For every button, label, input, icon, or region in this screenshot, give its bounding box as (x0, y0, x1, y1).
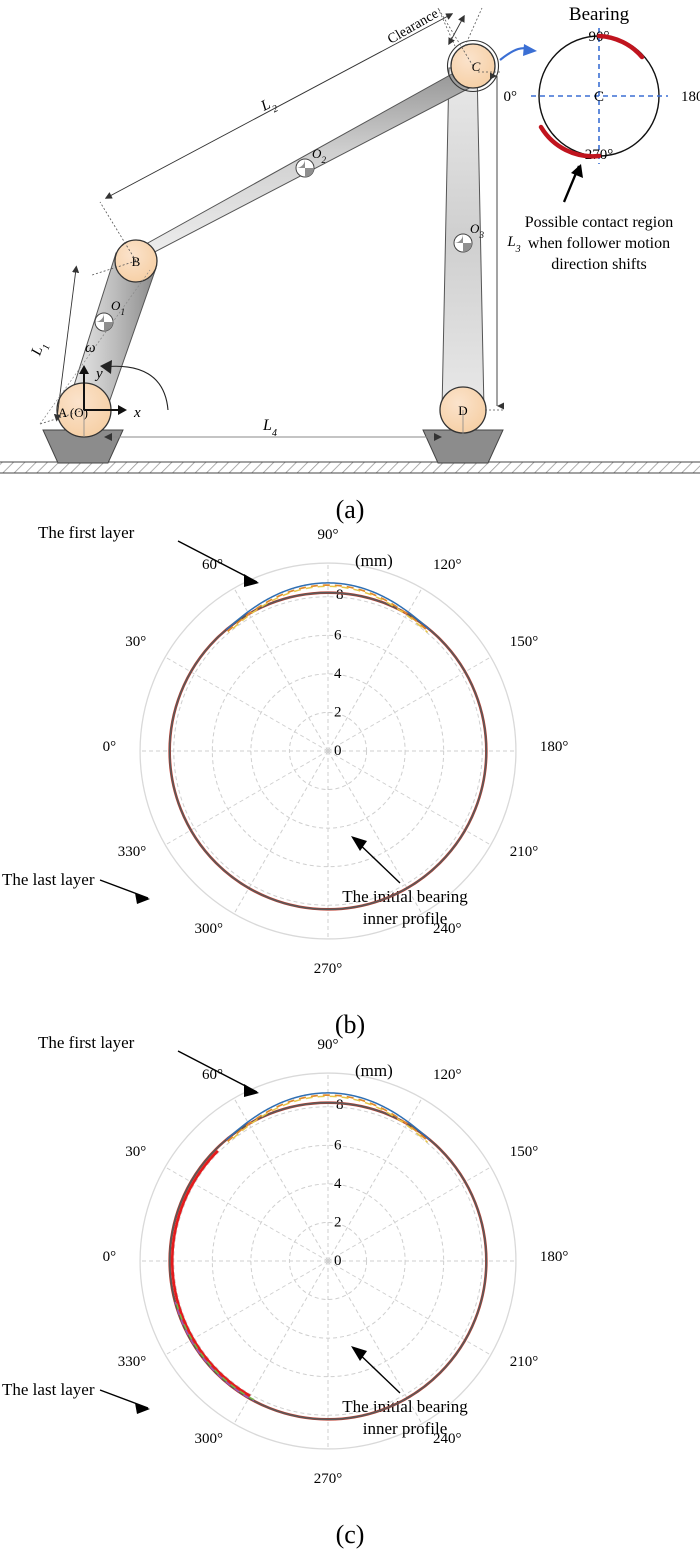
svg-text:Possible contact region: Possible contact region (525, 214, 673, 231)
svg-text:when follower motion: when follower motion (528, 235, 670, 252)
svg-text:180°: 180° (540, 739, 569, 755)
svg-text:The last layer: The last layer (2, 1380, 95, 1399)
svg-text:300°: 300° (195, 1431, 224, 1447)
svg-text:90°: 90° (318, 527, 339, 543)
svg-text:0°: 0° (103, 739, 117, 755)
svg-text:6: 6 (334, 627, 342, 643)
svg-text:120°: 120° (433, 557, 462, 573)
svg-text:120°: 120° (433, 1067, 462, 1083)
svg-text:Clearance: Clearance (385, 6, 441, 47)
svg-text:0: 0 (334, 743, 342, 759)
svg-text:30°: 30° (125, 1144, 146, 1160)
svg-text:8: 8 (336, 1097, 344, 1113)
svg-text:2: 2 (334, 1214, 342, 1230)
svg-text:2: 2 (334, 704, 342, 720)
svg-text:The first layer: The first layer (38, 523, 135, 542)
svg-text:inner profile: inner profile (363, 1419, 448, 1438)
svg-text:150°: 150° (510, 1144, 539, 1160)
svg-text:150°: 150° (510, 634, 539, 650)
svg-text:330°: 330° (118, 1354, 147, 1370)
svg-text:210°: 210° (510, 844, 539, 860)
svg-text:(mm): (mm) (355, 551, 393, 570)
svg-text:90°: 90° (318, 1037, 339, 1053)
svg-text:x: x (133, 405, 141, 421)
svg-text:L3: L3 (506, 234, 520, 255)
svg-text:C: C (594, 89, 604, 105)
svg-text:210°: 210° (510, 1354, 539, 1370)
svg-text:L1: L1 (28, 340, 52, 360)
svg-text:180°: 180° (540, 1249, 569, 1265)
svg-text:y: y (94, 366, 103, 382)
svg-text:L4: L4 (262, 417, 277, 439)
svg-text:8: 8 (336, 587, 344, 603)
svg-text:30°: 30° (125, 634, 146, 650)
svg-text:The last layer: The last layer (2, 870, 95, 889)
svg-text:(mm): (mm) (355, 1061, 393, 1080)
svg-text:4: 4 (334, 666, 342, 682)
svg-text:330°: 330° (118, 844, 147, 860)
svg-text:270°: 270° (314, 961, 343, 977)
svg-text:0: 0 (334, 1253, 342, 1269)
svg-text:180°: 180° (681, 89, 700, 105)
svg-text:ω: ω (85, 340, 96, 356)
svg-text:0°: 0° (103, 1249, 117, 1265)
svg-text:direction shifts: direction shifts (551, 256, 647, 273)
svg-text:The first layer: The first layer (38, 1033, 135, 1052)
svg-text:6: 6 (334, 1137, 342, 1153)
svg-text:0°: 0° (504, 89, 518, 105)
svg-text:4: 4 (334, 1176, 342, 1192)
svg-text:inner profile: inner profile (363, 909, 448, 928)
svg-text:270°: 270° (314, 1471, 343, 1487)
svg-text:Bearing: Bearing (569, 4, 630, 25)
svg-text:300°: 300° (195, 921, 224, 937)
